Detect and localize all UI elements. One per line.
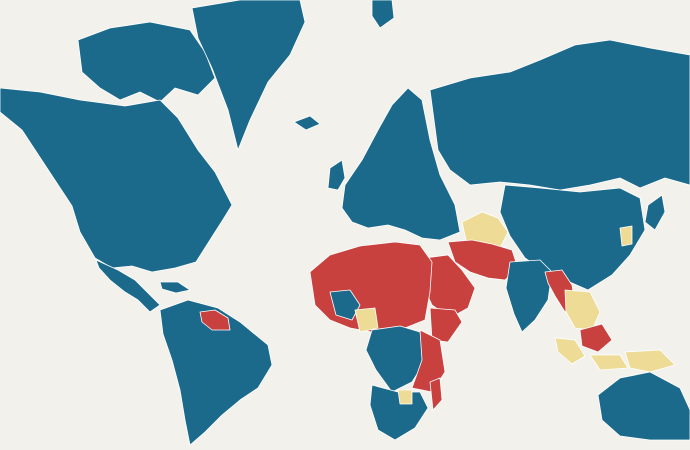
region-iceland[interactable] xyxy=(293,115,321,131)
region-horn-of-africa[interactable] xyxy=(429,307,463,343)
region-indonesia[interactable] xyxy=(554,337,629,371)
region-britain[interactable] xyxy=(327,159,346,191)
region-russia-asia[interactable] xyxy=(429,39,690,191)
region-south-america[interactable] xyxy=(159,299,273,446)
region-australia[interactable] xyxy=(597,371,690,441)
region-greenland[interactable] xyxy=(191,0,306,151)
region-caribbean[interactable] xyxy=(159,281,191,294)
region-south-asia[interactable] xyxy=(505,259,553,333)
region-korea[interactable] xyxy=(619,225,633,247)
region-guianas[interactable] xyxy=(199,309,231,331)
region-canadian-arctic[interactable] xyxy=(77,21,216,103)
region-borneo[interactable] xyxy=(579,323,613,353)
region-europe[interactable] xyxy=(341,87,461,241)
region-japan[interactable] xyxy=(644,194,666,231)
region-central-africa[interactable] xyxy=(365,325,427,393)
region-svalbard[interactable] xyxy=(371,0,395,29)
region-central-america[interactable] xyxy=(95,259,161,313)
region-nigeria[interactable] xyxy=(354,307,379,333)
region-north-america[interactable] xyxy=(0,87,233,273)
region-new-guinea[interactable] xyxy=(624,349,676,373)
region-zimbabwe[interactable] xyxy=(397,389,413,405)
region-madagascar[interactable] xyxy=(429,377,443,411)
